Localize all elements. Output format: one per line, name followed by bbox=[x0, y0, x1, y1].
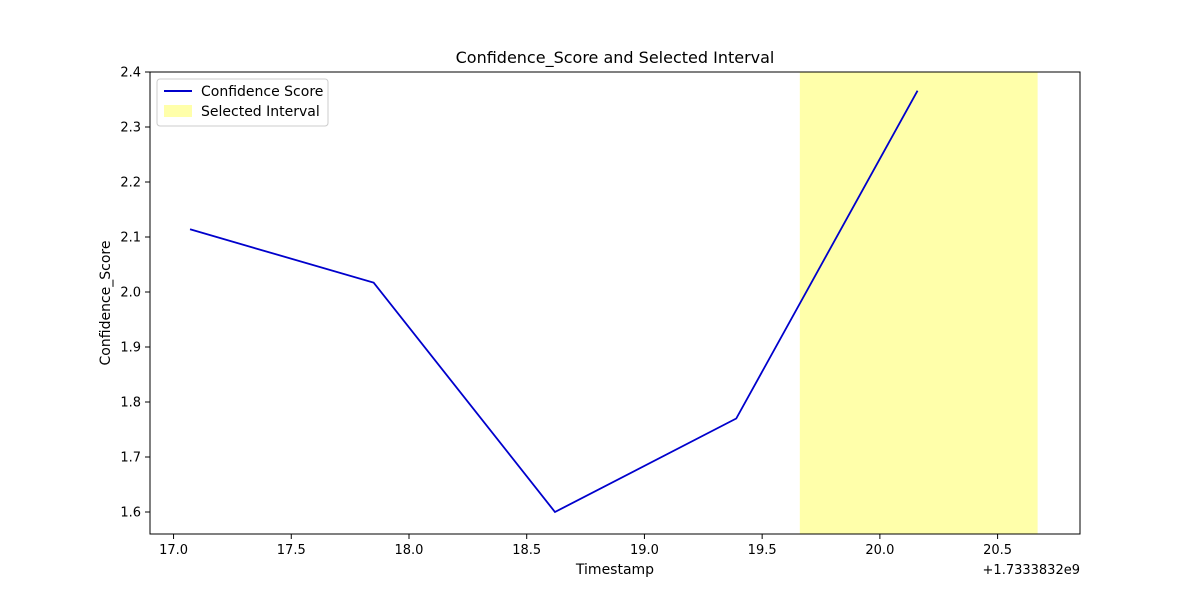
y-tick-label: 1.8 bbox=[120, 396, 141, 411]
legend-label-selected-interval: Selected Interval bbox=[201, 104, 320, 120]
x-tick-label: 20.5 bbox=[983, 543, 1012, 558]
y-tick-label: 1.7 bbox=[120, 451, 141, 466]
legend-box bbox=[156, 78, 329, 127]
chart-title: Confidence_Score and Selected Interval bbox=[456, 48, 775, 68]
y-axis-label: Confidence_Score bbox=[98, 241, 114, 366]
x-tick-label: 19.0 bbox=[630, 543, 659, 558]
y-tick-label: 2.3 bbox=[120, 121, 141, 136]
x-axis-label: Timestamp bbox=[575, 562, 654, 578]
x-axis-offset-label: +1.7333832e9 bbox=[983, 563, 1080, 578]
legend-label-confidence-score: Confidence Score bbox=[201, 84, 323, 100]
y-tick-label: 1.6 bbox=[120, 506, 141, 521]
y-tick-label: 1.9 bbox=[120, 341, 141, 356]
x-axis-ticks: 17.0 17.5 18.0 18.5 19.0 19.5 20.0 20.5 bbox=[159, 534, 1012, 558]
y-tick-label: 2.1 bbox=[120, 231, 141, 246]
legend-span-swatch bbox=[164, 105, 192, 117]
confidence-score-line bbox=[189, 90, 919, 514]
x-tick-label: 18.5 bbox=[512, 543, 541, 558]
y-tick-label: 2.0 bbox=[120, 286, 141, 301]
x-tick-label: 20.0 bbox=[865, 543, 894, 558]
x-tick-label: 17.0 bbox=[159, 543, 188, 558]
plot-frame bbox=[149, 71, 1081, 535]
x-tick-label: 18.0 bbox=[395, 543, 424, 558]
y-tick-label: 2.4 bbox=[120, 66, 141, 81]
x-tick-label: 17.5 bbox=[277, 543, 306, 558]
y-tick-label: 2.2 bbox=[120, 176, 141, 191]
x-tick-label: 19.5 bbox=[748, 543, 777, 558]
y-axis-ticks: 1.6 1.7 1.8 1.9 2.0 2.1 2.2 2.3 2.4 bbox=[120, 66, 150, 521]
selected-interval-span bbox=[799, 72, 1038, 534]
legend: Confidence Score Selected Interval bbox=[156, 78, 329, 127]
